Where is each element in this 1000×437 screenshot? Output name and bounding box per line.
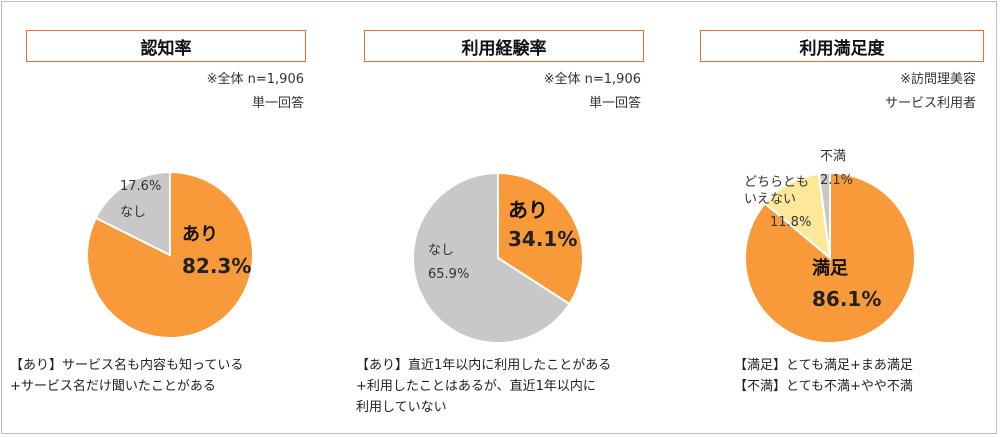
chart-title: 利用満足度 — [700, 30, 984, 62]
caption: 【満足】とても満足+まあ満足 【不満】とても不満+やや不満 — [734, 355, 913, 397]
caption-line: 【あり】直近1年以内に利用したことがある — [356, 358, 612, 373]
slice-percent-label: 82.3% — [182, 254, 251, 278]
caption-line: +サービス名だけ聞いたことがある — [10, 379, 216, 394]
slice-name-label: どちらとも — [744, 175, 809, 190]
pie-slice — [763, 172, 832, 261]
slice-percent-label: 65.9% — [428, 267, 469, 282]
pie-chart-awareness: あり 82.3% なし 17.6% — [86, 170, 254, 339]
caption-line: 【満足】とても満足+まあ満足 — [734, 358, 913, 373]
slice-name-label: あり — [508, 198, 548, 222]
pie-slice — [817, 171, 831, 259]
chart-title: 認知率 — [26, 30, 306, 62]
slice-percent-label: 11.8% — [770, 215, 811, 230]
answer-type-note: 単一回答 — [588, 96, 641, 111]
pie-slice — [412, 171, 571, 344]
caption: 【あり】直近1年以内に利用したことがある +利用したことはあるが、直近1年以内に… — [356, 355, 611, 418]
sample-note: ※全体 n=1,906 — [206, 72, 304, 87]
caption-line: +利用したことはあるが、直近1年以内に — [356, 379, 596, 394]
pie-slice — [86, 170, 254, 339]
caption: 【あり】サービス名も内容も知っている +サービス名だけ聞いたことがある — [10, 355, 243, 397]
slice-name-label: あり — [182, 224, 218, 245]
panel-awareness: 認知率 ※全体 n=1,906 単一回答 あり 82.3% なし 17.6% 【あり】… — [2, 2, 334, 435]
panel-usage-experience: 利用経験率 ※全体 n=1,906 単一回答 あり 34.1% なし 65.9% 【あ… — [334, 2, 666, 435]
slice-name-label: 不満 — [820, 149, 846, 164]
sample-note: ※全体 n=1,906 — [543, 72, 641, 87]
slice-name-label: なし — [120, 205, 146, 220]
slice-name-label: 満足 — [812, 257, 848, 279]
slice-name-label: なし — [428, 243, 454, 258]
caption-line: 【不満】とても不満+やや不満 — [734, 379, 913, 394]
sample-note: ※訪問理美容 — [900, 72, 976, 87]
pie-chart-usage: あり 34.1% なし 65.9% — [412, 171, 584, 344]
chart-title: 利用経験率 — [364, 30, 644, 62]
slice-percent-label: 34.1% — [508, 227, 577, 251]
pie-slice — [94, 170, 171, 257]
slice-name-label: いえない — [744, 192, 796, 207]
answer-type-note: サービス利用者 — [884, 96, 976, 111]
slice-percent-label: 86.1% — [812, 287, 881, 311]
slice-percent-label: 17.6% — [120, 179, 161, 194]
caption-line: 【あり】サービス名も内容も知っている — [10, 358, 244, 373]
panel-satisfaction: 利用満足度 ※訪問理美容 サービス利用者 満足 86.1% どちらともいえない 11.… — [666, 2, 998, 435]
answer-type-note: 単一回答 — [251, 96, 304, 111]
slice-percent-label: 2.1% — [820, 173, 853, 188]
caption-line: 利用していない — [356, 400, 447, 415]
